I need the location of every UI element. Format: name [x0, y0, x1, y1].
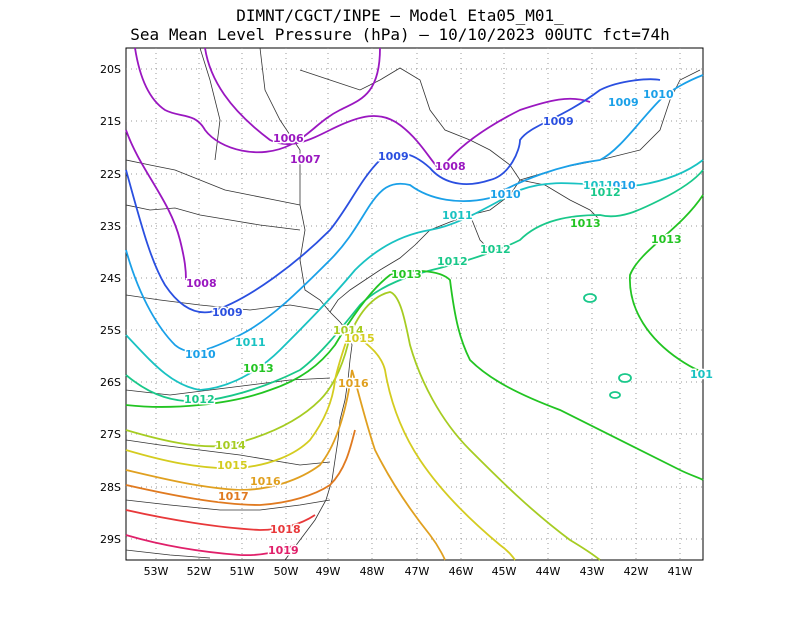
isobar-label: 1017	[218, 490, 249, 503]
isobar-label: 1012	[184, 393, 215, 406]
map-title-line2: Sea Mean Level Pressure (hPa) – 10/10/20…	[130, 25, 670, 44]
isobar-label: 1007	[290, 153, 321, 166]
lon-label: 53W	[144, 565, 169, 578]
isobar-label: 1018	[270, 523, 301, 536]
isobar-label: 1010	[605, 179, 636, 192]
isobar-label: 1010	[185, 348, 216, 361]
longitude-axis: 53W 52W 51W 50W 49W 48W 47W 46W 45W 44W …	[144, 565, 693, 578]
isobar-label: 1010	[490, 188, 521, 201]
isobar-label: 1013	[651, 233, 682, 246]
lat-label: 28S	[100, 481, 121, 494]
lon-label: 50W	[274, 565, 299, 578]
lat-label: 22S	[100, 168, 121, 181]
isobar-label: 1016	[250, 475, 281, 488]
lon-label: 42W	[624, 565, 649, 578]
lat-label: 21S	[100, 115, 121, 128]
isobar-label: 1012	[437, 255, 468, 268]
lon-label: 49W	[316, 565, 341, 578]
lon-label: 41W	[668, 565, 693, 578]
isobar-label: 1012	[480, 243, 511, 256]
isobar-label: 1013	[391, 268, 422, 281]
lon-label: 46W	[449, 565, 474, 578]
isobar-label: 1008	[435, 160, 466, 173]
isobar-label: 1015	[217, 459, 248, 472]
lon-label: 43W	[580, 565, 605, 578]
lon-label: 51W	[230, 565, 255, 578]
isobar-label: 1010	[643, 88, 674, 101]
isobar-label: 1006	[273, 132, 304, 145]
isobar-contours	[125, 47, 704, 561]
lat-label: 23S	[100, 220, 121, 233]
grid-lines	[126, 48, 703, 560]
isobar-label: 1011	[442, 209, 473, 222]
isobar-label: 1011	[583, 179, 614, 192]
isobar-label: 1012	[590, 186, 621, 199]
lat-label: 27S	[100, 428, 121, 441]
lon-label: 44W	[536, 565, 561, 578]
lon-label: 48W	[360, 565, 385, 578]
isobar-label: 1011	[235, 336, 266, 349]
map-frame	[125, 47, 704, 561]
isobar-label: 1016	[338, 377, 369, 390]
isobar-label: 1014	[333, 324, 364, 337]
isobar-label: 1014	[215, 439, 246, 452]
lon-label: 47W	[405, 565, 430, 578]
isobar-label: 1009	[608, 96, 639, 109]
isobar-label: 1015	[344, 332, 375, 345]
isobar-label: 1013	[243, 362, 274, 375]
isobar-label: 1019	[268, 544, 299, 557]
isobar-label: 1013	[570, 217, 601, 230]
lat-label: 29S	[100, 533, 121, 546]
lat-label: 26S	[100, 376, 121, 389]
lon-label: 52W	[187, 565, 212, 578]
isobar-label: 1008	[186, 277, 217, 290]
isobar-label: 1009	[378, 150, 409, 163]
latitude-axis: 20S 21S 22S 23S 24S 25S 26S 27S 28S 29S	[100, 63, 121, 546]
lon-label: 45W	[492, 565, 517, 578]
isobar-label: 1009	[543, 115, 574, 128]
isobar-label: 101	[690, 368, 713, 381]
isobar-labels: 1006 1007 1008 1008 1009 1009 1009 1009 …	[183, 87, 715, 559]
isobar-label: 1009	[212, 306, 243, 319]
lat-label: 20S	[100, 63, 121, 76]
lat-label: 25S	[100, 324, 121, 337]
lat-label: 24S	[100, 272, 121, 285]
map-title-line1: DIMNT/CGCT/INPE – Model Eta05_M01_	[236, 6, 564, 25]
